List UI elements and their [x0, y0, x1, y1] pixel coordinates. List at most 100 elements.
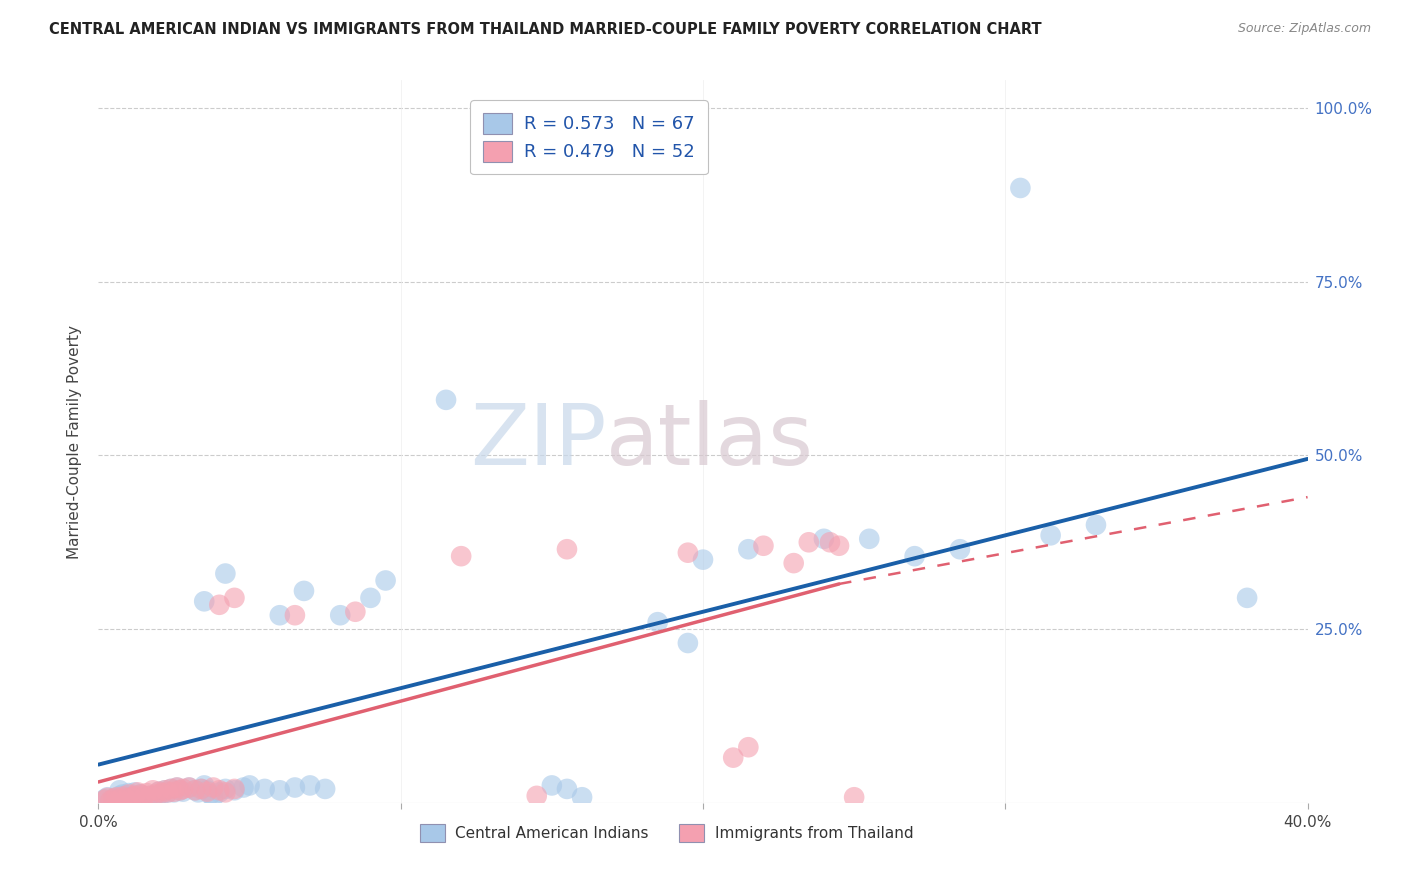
- Point: [344, 605, 367, 619]
- Point: [858, 532, 880, 546]
- Y-axis label: Married-Couple Family Poverty: Married-Couple Family Poverty: [67, 325, 83, 558]
- Point: [253, 781, 276, 796]
- Point: [737, 740, 759, 755]
- Point: [190, 781, 212, 796]
- Point: [208, 785, 231, 799]
- Point: [93, 793, 115, 807]
- Point: [214, 781, 236, 796]
- Point: [153, 783, 176, 797]
- Point: [118, 786, 141, 800]
- Point: [111, 789, 134, 804]
- Point: [127, 785, 149, 799]
- Point: [96, 791, 118, 805]
- Point: [139, 789, 162, 803]
- Point: [172, 781, 194, 796]
- Point: [202, 790, 225, 805]
- Point: [647, 615, 669, 630]
- Point: [692, 552, 714, 566]
- Point: [813, 532, 835, 546]
- Point: [124, 785, 146, 799]
- Point: [195, 785, 218, 799]
- Point: [179, 780, 201, 795]
- Point: [103, 791, 125, 805]
- Point: [314, 781, 336, 796]
- Point: [153, 783, 176, 797]
- Point: [374, 574, 396, 588]
- Point: [129, 788, 152, 802]
- Point: [145, 793, 167, 807]
- Point: [184, 783, 207, 797]
- Point: [1039, 528, 1062, 542]
- Point: [148, 785, 170, 799]
- Point: [127, 791, 149, 805]
- Point: [142, 783, 165, 797]
- Point: [299, 779, 322, 793]
- Point: [1085, 517, 1108, 532]
- Text: CENTRAL AMERICAN INDIAN VS IMMIGRANTS FROM THAILAND MARRIED-COUPLE FAMILY POVERT: CENTRAL AMERICAN INDIAN VS IMMIGRANTS FR…: [49, 22, 1042, 37]
- Point: [108, 789, 131, 803]
- Point: [93, 792, 115, 806]
- Legend: Central American Indians, Immigrants from Thailand: Central American Indians, Immigrants fro…: [412, 816, 921, 849]
- Point: [450, 549, 472, 564]
- Point: [160, 781, 183, 796]
- Point: [135, 792, 157, 806]
- Point: [202, 780, 225, 795]
- Point: [737, 542, 759, 557]
- Point: [105, 790, 128, 805]
- Point: [160, 781, 183, 796]
- Point: [148, 785, 170, 799]
- Point: [118, 792, 141, 806]
- Point: [190, 781, 212, 796]
- Point: [118, 788, 141, 802]
- Point: [797, 535, 820, 549]
- Point: [239, 779, 262, 793]
- Point: [121, 789, 143, 804]
- Point: [156, 785, 179, 799]
- Point: [844, 790, 866, 805]
- Point: [1010, 181, 1032, 195]
- Point: [100, 794, 122, 808]
- Point: [949, 542, 972, 557]
- Point: [166, 780, 188, 795]
- Point: [179, 780, 201, 795]
- Point: [166, 780, 188, 795]
- Point: [172, 785, 194, 799]
- Point: [828, 539, 851, 553]
- Point: [676, 636, 699, 650]
- Point: [214, 566, 236, 581]
- Point: [195, 783, 218, 797]
- Point: [269, 608, 291, 623]
- Point: [96, 790, 118, 805]
- Point: [214, 785, 236, 799]
- Point: [142, 791, 165, 805]
- Point: [571, 790, 593, 805]
- Point: [292, 583, 315, 598]
- Point: [284, 780, 307, 795]
- Text: ZIP: ZIP: [470, 400, 606, 483]
- Point: [540, 779, 562, 793]
- Point: [105, 793, 128, 807]
- Point: [818, 535, 841, 549]
- Point: [208, 783, 231, 797]
- Point: [676, 546, 699, 560]
- Point: [103, 791, 125, 805]
- Point: [124, 789, 146, 803]
- Point: [163, 785, 186, 799]
- Point: [150, 788, 173, 802]
- Point: [169, 783, 191, 797]
- Point: [723, 750, 745, 764]
- Point: [135, 786, 157, 800]
- Point: [193, 779, 215, 793]
- Point: [224, 591, 246, 605]
- Point: [360, 591, 382, 605]
- Point: [145, 788, 167, 802]
- Point: [208, 598, 231, 612]
- Point: [1236, 591, 1258, 605]
- Point: [132, 790, 155, 805]
- Point: [114, 791, 136, 805]
- Point: [329, 608, 352, 623]
- Point: [526, 789, 548, 803]
- Point: [555, 542, 578, 557]
- Point: [121, 790, 143, 805]
- Point: [129, 788, 152, 802]
